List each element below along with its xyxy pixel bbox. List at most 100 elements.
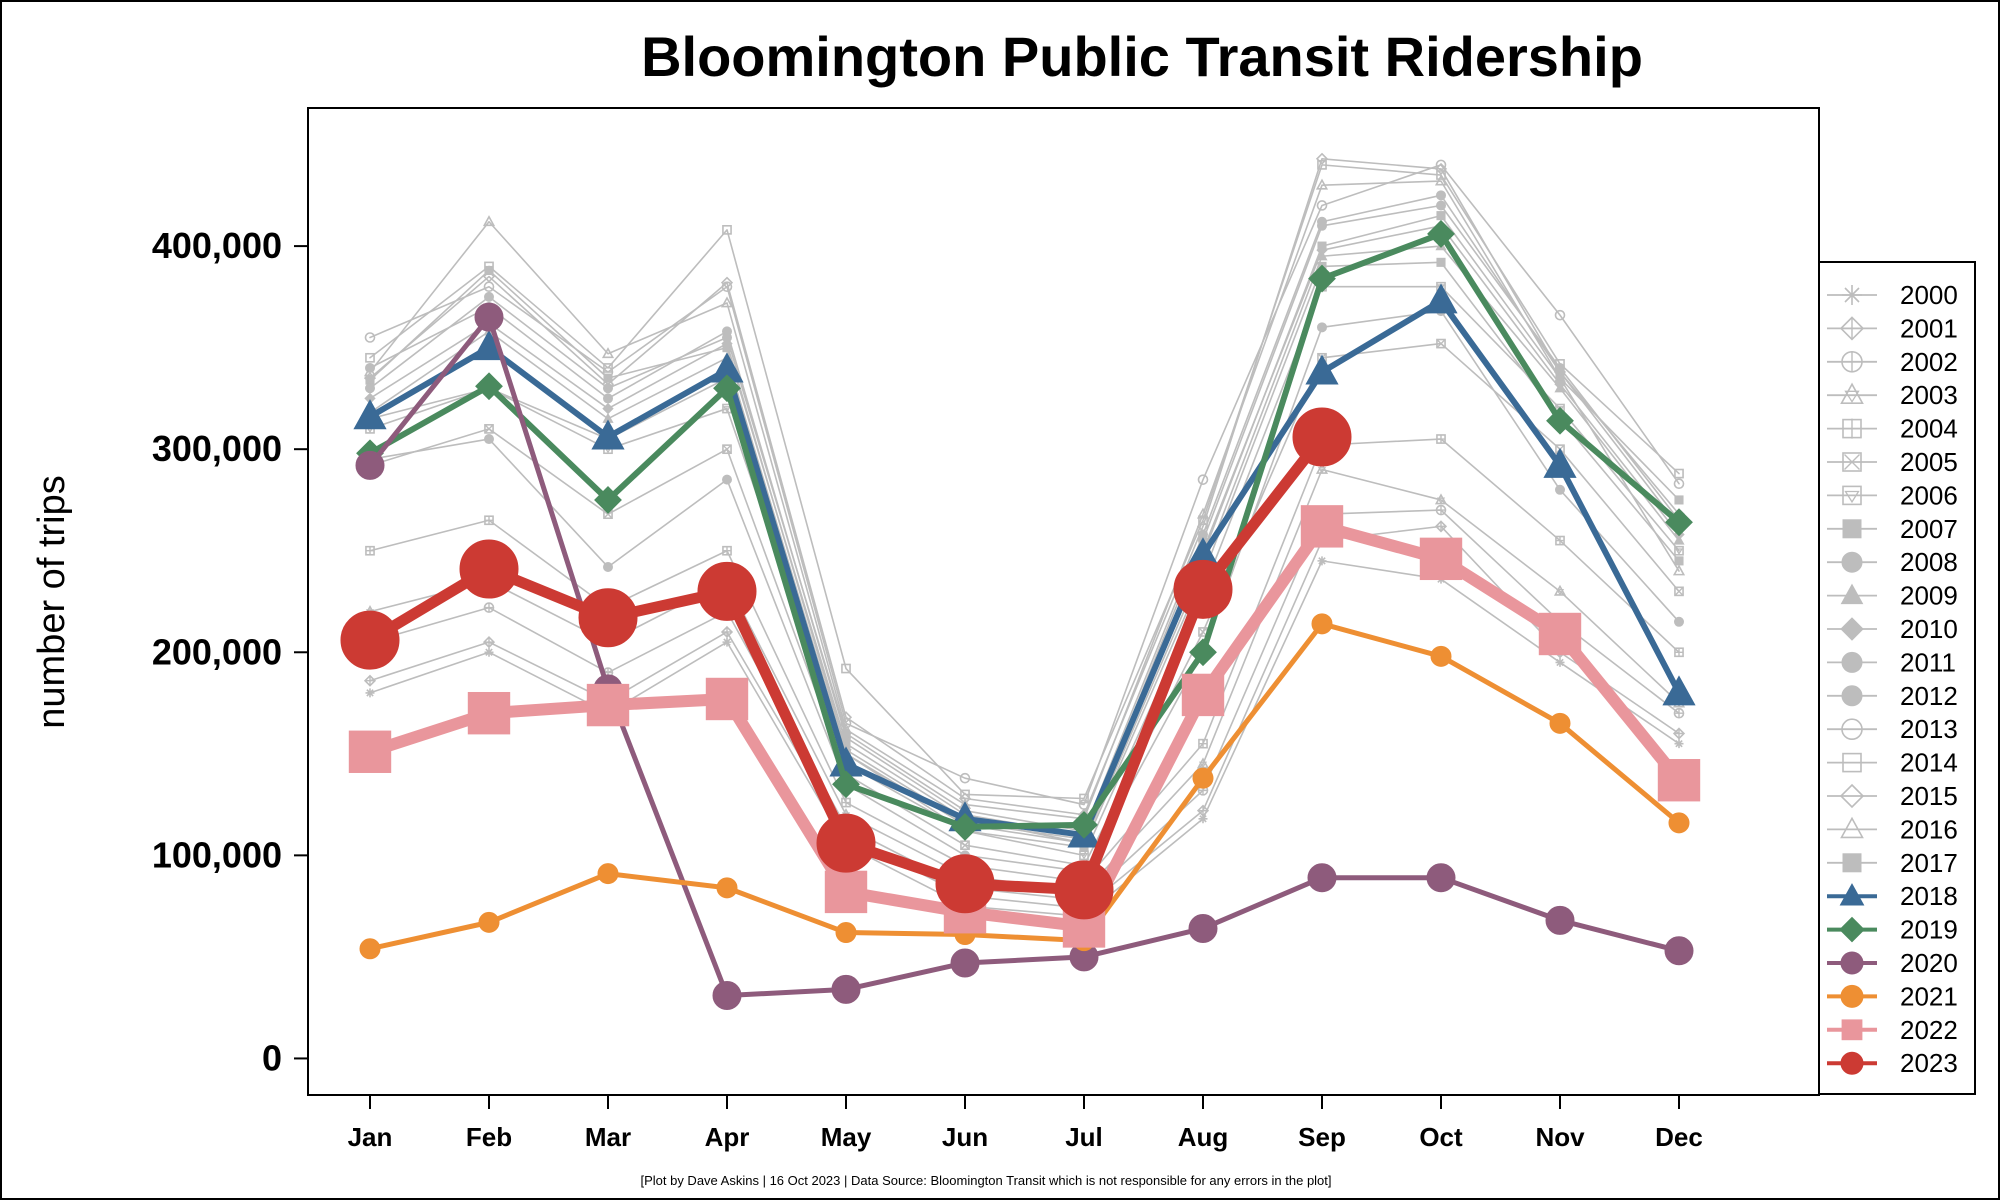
series-line (369, 224, 1680, 840)
series-marker (1841, 651, 1863, 673)
series-marker (832, 770, 860, 799)
series-marker (1672, 727, 1686, 740)
series-marker (1198, 814, 1208, 824)
series-marker (484, 291, 494, 302)
series-marker-detail (1317, 467, 1327, 474)
legend-label: 2000 (1900, 280, 1958, 310)
series-marker (348, 730, 392, 773)
series-marker (722, 444, 732, 455)
series-marker (1840, 984, 1864, 1008)
legend-label: 2013 (1900, 714, 1958, 744)
legend-label: 2007 (1900, 514, 1958, 544)
series-marker-detail (1844, 490, 1860, 504)
legend-label: 2005 (1900, 447, 1958, 477)
legend-item-2014: 2014 (1827, 748, 1958, 778)
series-marker-detail (1675, 587, 1683, 596)
series-marker (1664, 936, 1694, 966)
series-marker (960, 840, 970, 851)
series-line (369, 194, 1680, 832)
series-line (369, 180, 1680, 820)
series-marker-detail (722, 406, 732, 413)
series-marker-detail (1437, 339, 1445, 348)
series-marker (1842, 853, 1862, 873)
legend-item-2016: 2016 (1827, 814, 1958, 844)
legend-label: 2009 (1900, 581, 1958, 611)
x-tick-label: Jun (942, 1122, 988, 1152)
legend-item-2022: 2022 (1827, 1015, 1958, 1045)
series-marker (1842, 752, 1862, 773)
series-marker (363, 365, 377, 377)
series-line (369, 310, 1680, 873)
legend-item-2002: 2002 (1827, 347, 1958, 377)
series-marker (363, 372, 377, 385)
series-marker (484, 261, 494, 272)
series-marker (1842, 519, 1862, 539)
series-marker (1549, 712, 1571, 734)
series-marker-detail (485, 425, 493, 433)
legend-label: 2008 (1900, 547, 1958, 577)
series-marker (1317, 216, 1327, 227)
series-marker (720, 296, 734, 308)
series-marker (1555, 484, 1565, 495)
series-marker-detail (1079, 852, 1089, 860)
legend-label: 2001 (1900, 313, 1958, 343)
y-axis-label: number of trips (31, 475, 73, 728)
series-marker (602, 402, 614, 415)
series-marker (720, 276, 734, 289)
legend-item-2000: 2000 (1827, 280, 1958, 310)
series-marker (482, 636, 496, 649)
legend-label: 2006 (1900, 480, 1958, 510)
legend-label: 2016 (1900, 814, 1958, 844)
series-marker-detail (1198, 806, 1208, 816)
series-marker (603, 373, 613, 383)
series-marker (353, 399, 387, 430)
series-marker (1196, 804, 1210, 817)
series-marker (841, 663, 851, 674)
series-marker (1673, 478, 1685, 490)
series-marker (1841, 551, 1863, 573)
legend-label: 2004 (1900, 414, 1958, 444)
legend-label: 2012 (1900, 681, 1958, 711)
series-marker (831, 974, 861, 1004)
x-tick-label: Jan (348, 1122, 393, 1152)
series-marker (1839, 316, 1865, 341)
series-marker (697, 561, 757, 621)
series-2004 (365, 434, 1684, 887)
legend-label: 2014 (1900, 748, 1958, 778)
series-marker-detail (484, 603, 494, 613)
series-marker (1554, 309, 1566, 321)
series-marker (1181, 673, 1225, 717)
legend-label: 2011 (1900, 647, 1956, 677)
x-axis: Jan Feb Mar Apr May Jun Jul Aug Sep Oct Nov Dec (348, 1095, 1703, 1152)
series-marker (482, 215, 496, 227)
series-marker (1674, 495, 1684, 505)
series-marker-detail (1842, 351, 1862, 372)
series-line (369, 245, 1680, 844)
series-marker (1674, 616, 1684, 627)
series-marker (1840, 1051, 1864, 1075)
y-tick-label: 100,000 (152, 834, 282, 875)
legend-item-2003: 2003 (1827, 380, 1958, 410)
legend-label: 2002 (1900, 347, 1958, 377)
series-marker (1316, 200, 1328, 211)
series-line (369, 164, 1680, 806)
series-marker (1668, 812, 1690, 834)
series-marker (467, 691, 511, 735)
x-tick-label: Feb (466, 1122, 512, 1152)
series-2008 (365, 200, 1684, 841)
series-line (369, 157, 1680, 816)
series-marker-detail (1674, 729, 1684, 739)
series-marker (935, 854, 995, 914)
legend-item-2009: 2009 (1827, 581, 1958, 611)
series-marker (603, 363, 613, 373)
series-line (369, 214, 1680, 844)
legend-label: 2018 (1900, 881, 1958, 911)
series-line (369, 509, 1680, 901)
series-2021 (359, 613, 1690, 960)
series-marker (1307, 863, 1337, 893)
legend-label: 2020 (1900, 948, 1958, 978)
legend-item-2010: 2010 (1827, 614, 1958, 644)
series-marker (712, 980, 742, 1010)
series-marker (1430, 645, 1452, 667)
